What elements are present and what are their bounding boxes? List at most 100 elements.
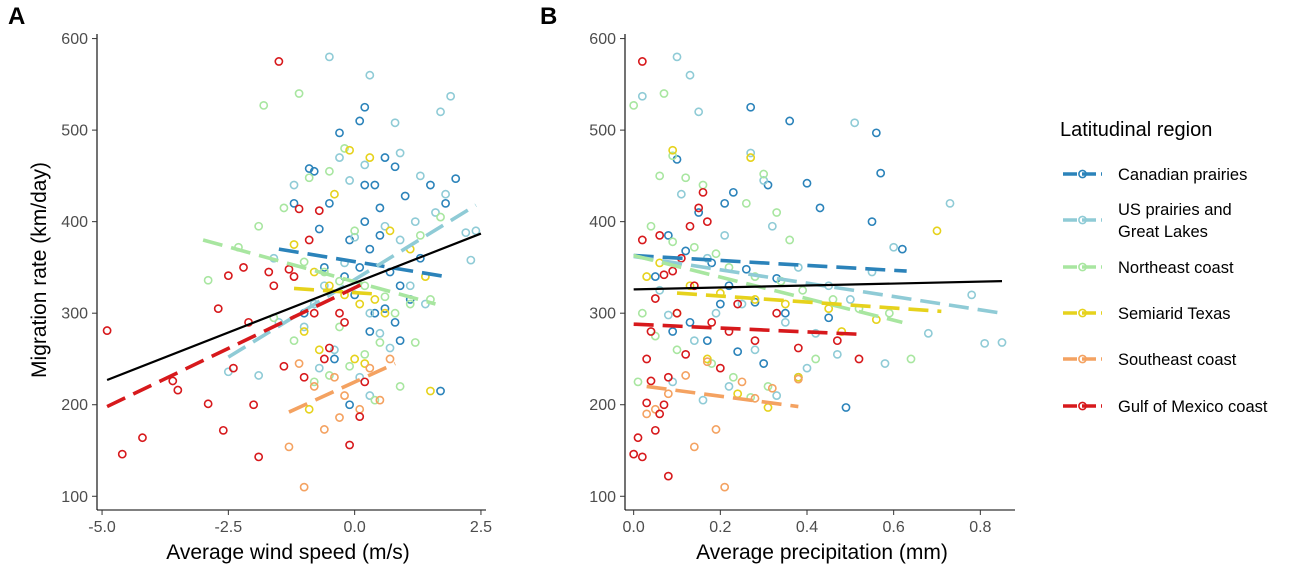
- panel-a-x-tick-label: 0.0: [344, 519, 366, 536]
- panel-a-point-southeast-coast: [284, 442, 294, 452]
- panel-b-point-canadian-prairies: [724, 281, 734, 291]
- panel-a-point-northeast-coast: [350, 226, 360, 236]
- panel-a-point-southeast-coast: [294, 359, 304, 368]
- panel-a-point-semiarid-texas: [365, 153, 375, 162]
- panel-a-point-us-prairies-and-great-lakes: [385, 343, 395, 353]
- panel-b-point-southeast-coast: [689, 442, 699, 452]
- legend-label: Northeast coast: [1118, 259, 1234, 277]
- panel-a-point-us-prairies-and-great-lakes: [299, 322, 309, 332]
- panel-b-point-gulf-of-mexico-coast: [646, 376, 656, 386]
- panel-b-point-northeast-coast: [763, 382, 773, 391]
- panel-b-point-gulf-of-mexico-coast: [702, 217, 712, 227]
- panel-b-point-us-prairies-and-great-lakes: [850, 118, 860, 128]
- panel-a-point-northeast-coast: [360, 349, 370, 359]
- panel-a-point-semiarid-texas: [304, 404, 314, 414]
- panel-b-point-us-prairies-and-great-lakes: [832, 349, 842, 359]
- panel-b-point-gulf-of-mexico-coast: [655, 230, 665, 240]
- panel-a-letter: A: [8, 3, 25, 30]
- panel-a-point-northeast-coast: [335, 276, 344, 286]
- panel-b-point-northeast-coast: [884, 308, 894, 318]
- panel-a: A Migration rate (km/day) Average wind s…: [8, 3, 492, 564]
- panel-a-point-us-prairies-and-great-lakes: [324, 52, 334, 62]
- panel-a-point-gulf-of-mexico-coast: [309, 308, 319, 318]
- panel-b-point-northeast-coast: [633, 377, 643, 387]
- panel-a-point-canadian-prairies: [380, 304, 390, 314]
- panel-a-point-gulf-of-mexico-coast: [264, 267, 274, 277]
- panel-a-point-us-prairies-and-great-lakes: [345, 176, 354, 185]
- panel-b-point-northeast-coast: [698, 180, 708, 190]
- panel-a-point-northeast-coast: [395, 382, 405, 391]
- panel-b-x-tick-label: 0.0: [623, 519, 645, 536]
- panel-a-point-canadian-prairies: [324, 198, 334, 208]
- panel-a-x-axis-title: Average wind speed (m/s): [166, 541, 410, 564]
- panel-b-point-southeast-coast: [737, 377, 747, 387]
- panel-b-point-northeast-coast: [659, 89, 669, 98]
- panel-a-point-us-prairies-and-great-lakes: [410, 217, 420, 227]
- legend-label: Semiarid Texas: [1118, 305, 1231, 323]
- panel-a-point-semiarid-texas: [289, 240, 299, 249]
- panel-a-point-canadian-prairies: [370, 180, 380, 190]
- panel-a-point-semiarid-texas: [350, 354, 360, 364]
- panel-b-point-northeast-coast: [650, 331, 660, 341]
- panel-a-point-gulf-of-mexico-coast: [223, 271, 233, 281]
- panel-b-point-gulf-of-mexico-coast: [650, 425, 660, 435]
- panel-a-y-tick-label: 400: [61, 214, 88, 231]
- panel-b-point-us-prairies-and-great-lakes: [685, 70, 695, 80]
- panel-a-point-canadian-prairies: [390, 162, 400, 172]
- panel-b-point-canadian-prairies: [763, 180, 773, 190]
- panel-a-point-northeast-coast: [299, 257, 309, 267]
- legend-label: Southeast coast: [1118, 351, 1237, 369]
- panel-b-point-canadian-prairies: [780, 308, 790, 318]
- panel-a-point-gulf-of-mexico-coast: [340, 317, 349, 327]
- panel-b-point-us-prairies-and-great-lakes: [689, 336, 699, 346]
- panel-b-point-semiarid-texas: [932, 226, 942, 236]
- panel-a-point-gulf-of-mexico-coast: [269, 281, 279, 291]
- panel-a-point-us-prairies-and-great-lakes: [335, 153, 344, 162]
- panel-a-point-gulf-of-mexico-coast: [117, 449, 127, 459]
- panel-b-point-southeast-coast: [711, 425, 721, 434]
- panel-a-point-northeast-coast: [415, 230, 425, 240]
- panel-a-point-semiarid-texas: [355, 299, 365, 309]
- panel-a-y-tick-label: 200: [61, 397, 88, 414]
- panel-a-point-southeast-coast: [330, 372, 339, 382]
- legend-key-point: [1078, 169, 1087, 179]
- panel-a-point-canadian-prairies: [395, 336, 405, 346]
- panel-a-point-semiarid-texas: [324, 281, 334, 291]
- panel-b-y-tick-label: 500: [589, 123, 616, 140]
- panel-b-point-gulf-of-mexico-coast: [663, 471, 673, 481]
- panel-a-point-southeast-coast: [309, 382, 319, 391]
- panel-b-point-gulf-of-mexico-coast: [681, 349, 691, 359]
- panel-b-point-northeast-coast: [668, 151, 678, 161]
- panel-a-point-us-prairies-and-great-lakes: [380, 221, 390, 231]
- panel-a-point-us-prairies-and-great-lakes: [390, 118, 400, 128]
- panel-a-point-us-prairies-and-great-lakes: [360, 160, 370, 170]
- panel-b-point-gulf-of-mexico-coast: [659, 270, 669, 280]
- panel-a-point-northeast-coast: [340, 144, 349, 153]
- panel-a-point-us-prairies-and-great-lakes: [446, 91, 456, 101]
- panel-b-point-us-prairies-and-great-lakes: [750, 345, 760, 355]
- panel-a-point-gulf-of-mexico-coast: [249, 400, 259, 410]
- panel-a-point-gulf-of-mexico-coast: [279, 361, 289, 371]
- panel-a-point-southeast-coast: [299, 482, 309, 492]
- panel-a-point-us-prairies-and-great-lakes: [395, 235, 405, 245]
- panel-a-x-tick-label: -5.0: [88, 519, 116, 536]
- panel-a-point-us-prairies-and-great-lakes: [466, 255, 476, 265]
- panel-a-point-canadian-prairies: [370, 308, 380, 318]
- panel-a-point-southeast-coast: [375, 395, 385, 405]
- panel-a-point-northeast-coast: [259, 101, 269, 110]
- legend-key-point: [1078, 262, 1087, 272]
- panel-b-point-us-prairies-and-great-lakes: [637, 91, 647, 101]
- panel-b-point-gulf-of-mexico-coast: [633, 433, 643, 443]
- panel-a-point-northeast-coast: [203, 275, 213, 285]
- panel-b-point-us-prairies-and-great-lakes: [889, 242, 899, 252]
- panel-a-point-gulf-of-mexico-coast: [335, 308, 344, 318]
- panel-a-point-gulf-of-mexico-coast: [360, 377, 370, 387]
- legend: Latitudinal region Canadian prairies US p…: [1060, 119, 1268, 416]
- panel-a-point-northeast-coast: [345, 361, 354, 371]
- panel-a-point-us-prairies-and-great-lakes: [365, 70, 375, 80]
- panel-a-point-northeast-coast: [405, 299, 415, 309]
- panel-b-point-us-prairies-and-great-lakes: [802, 363, 812, 373]
- panel-b-point-southeast-coast: [720, 482, 730, 492]
- legend-item-southeast: Southeast coast: [1063, 351, 1237, 369]
- panel-b-point-gulf-of-mexico-coast: [672, 308, 682, 318]
